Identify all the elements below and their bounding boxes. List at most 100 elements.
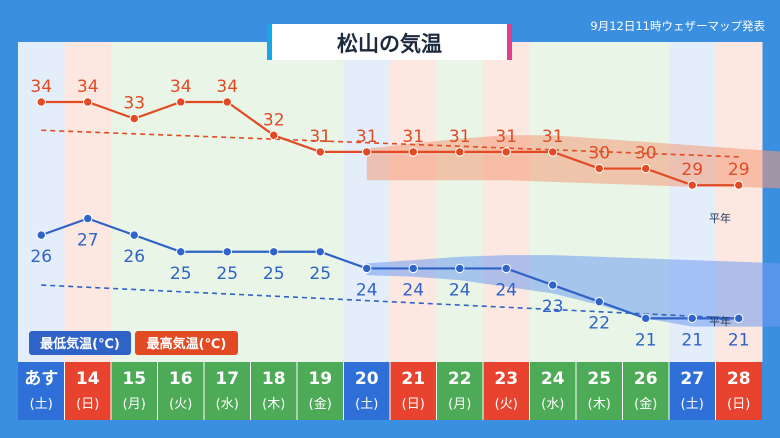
low-point-14 [687, 313, 697, 324]
low-label-4: 25 [216, 264, 238, 284]
high-point-13 [641, 163, 651, 174]
high-label-10: 31 [495, 127, 517, 147]
day-column-10 [483, 42, 530, 362]
high-point-5 [269, 130, 279, 140]
axis-date-5: 18 [262, 369, 286, 389]
axis-weekday-12: (木) [588, 397, 611, 412]
axis-date-14: 27 [680, 369, 704, 389]
low-point-2 [129, 230, 139, 240]
axis-weekday-0: (土) [30, 397, 53, 412]
axis-date-6: 19 [308, 369, 332, 389]
low-point-7 [362, 263, 372, 274]
high-point-10 [501, 147, 511, 157]
axis-date-3: 16 [169, 369, 193, 389]
day-background-columns [18, 42, 763, 362]
low-point-0 [36, 230, 46, 240]
high-label-15: 29 [728, 160, 750, 180]
high-label-9: 31 [449, 127, 471, 147]
axis-weekday-3: (火) [169, 397, 192, 412]
low-label-14: 21 [681, 330, 703, 350]
day-column-5 [250, 42, 298, 362]
high-label-11: 31 [542, 127, 564, 147]
high-label-8: 31 [402, 127, 424, 147]
normal-high-label: 平年 [709, 211, 731, 225]
high-label-3: 34 [170, 77, 192, 97]
high-point-15 [734, 180, 744, 190]
axis-date-2: 15 [122, 369, 146, 389]
low-point-13 [641, 313, 651, 324]
axis-date-13: 26 [634, 369, 658, 389]
low-point-4 [222, 247, 232, 257]
axis-date-0: あす [24, 369, 58, 389]
axis-date-1: 14 [76, 369, 100, 389]
low-label-10: 24 [495, 280, 517, 300]
low-label-13: 21 [635, 330, 657, 350]
legend-low-label: 最低気温(℃) [40, 336, 120, 352]
axis-cell-3 [157, 362, 204, 420]
axis-date-12: 25 [587, 369, 611, 389]
low-point-3 [176, 247, 186, 257]
chart-title: 松山の気温 [337, 32, 442, 56]
legend-high-label: 最高気温(℃) [147, 336, 227, 352]
axis-weekday-2: (月) [123, 397, 146, 412]
high-point-7 [362, 147, 372, 157]
axis-date-10: 23 [494, 369, 518, 389]
high-point-3 [176, 97, 186, 107]
high-label-2: 33 [123, 94, 145, 114]
axis-cell-4 [204, 362, 251, 420]
axis-cell-12 [576, 362, 623, 420]
high-point-6 [315, 147, 325, 157]
high-label-6: 31 [309, 127, 331, 147]
axis-cell-9 [436, 362, 483, 420]
axis-weekday-11: (水) [541, 397, 564, 412]
high-label-13: 30 [635, 144, 657, 164]
temperature-data-labels: 34 34 33 34 34 32 31 31 31 31 31 31 30 30 29 29 26 27 26 25… [30, 77, 749, 350]
axis-cell-0 [18, 362, 65, 420]
axis-weekday-13: (金) [634, 396, 657, 412]
axis-date-8: 21 [401, 369, 425, 389]
axis-cell-15 [715, 362, 762, 420]
axis-date-4: 17 [215, 369, 239, 389]
low-point-8 [408, 263, 418, 274]
high-label-14: 29 [681, 160, 703, 180]
forecast-range-bands [366, 135, 780, 327]
legend-low-swatch [29, 331, 131, 355]
axis-date-15: 28 [727, 369, 751, 389]
high-temperature-line [41, 100, 739, 187]
axis-date-11: 24 [541, 369, 565, 389]
low-label-11: 23 [542, 297, 564, 317]
high-point-12 [594, 163, 604, 174]
high-point-14 [687, 180, 697, 190]
low-point-6 [315, 247, 325, 257]
low-point-9 [455, 263, 465, 274]
high-point-2 [129, 113, 139, 124]
high-point-8 [408, 147, 418, 157]
low-label-3: 25 [170, 264, 192, 284]
high-label-4: 34 [216, 77, 238, 97]
axis-weekday-9: (月) [448, 397, 471, 412]
low-label-5: 25 [263, 264, 285, 284]
axis-date-7: 20 [355, 369, 379, 389]
day-column-3 [157, 42, 205, 362]
axis-weekday-1: (日) [76, 397, 99, 412]
high-point-0 [36, 97, 46, 107]
high-label-0: 34 [30, 77, 52, 97]
low-label-0: 26 [30, 247, 52, 267]
low-point-11 [548, 280, 558, 290]
title-badge: 松山の気温 [267, 24, 512, 60]
high-label-12: 30 [588, 144, 610, 164]
low-point-15 [734, 313, 744, 324]
date-axis: あす (土) 14 (日) 15 (月) 16 (火) 17 (水) 18 (木) 19 (金) 20 (土)… [18, 362, 762, 420]
high-range-band [366, 135, 780, 189]
low-range-band [366, 255, 780, 327]
high-label-7: 31 [356, 127, 378, 147]
axis-cell-7 [343, 362, 390, 420]
temperature-series-lines [36, 97, 744, 324]
axis-cell-2 [111, 362, 158, 420]
day-column-7 [343, 42, 391, 362]
high-point-4 [222, 97, 232, 107]
axis-weekday-15: (日) [727, 397, 750, 412]
axis-weekday-10: (火) [495, 397, 518, 412]
